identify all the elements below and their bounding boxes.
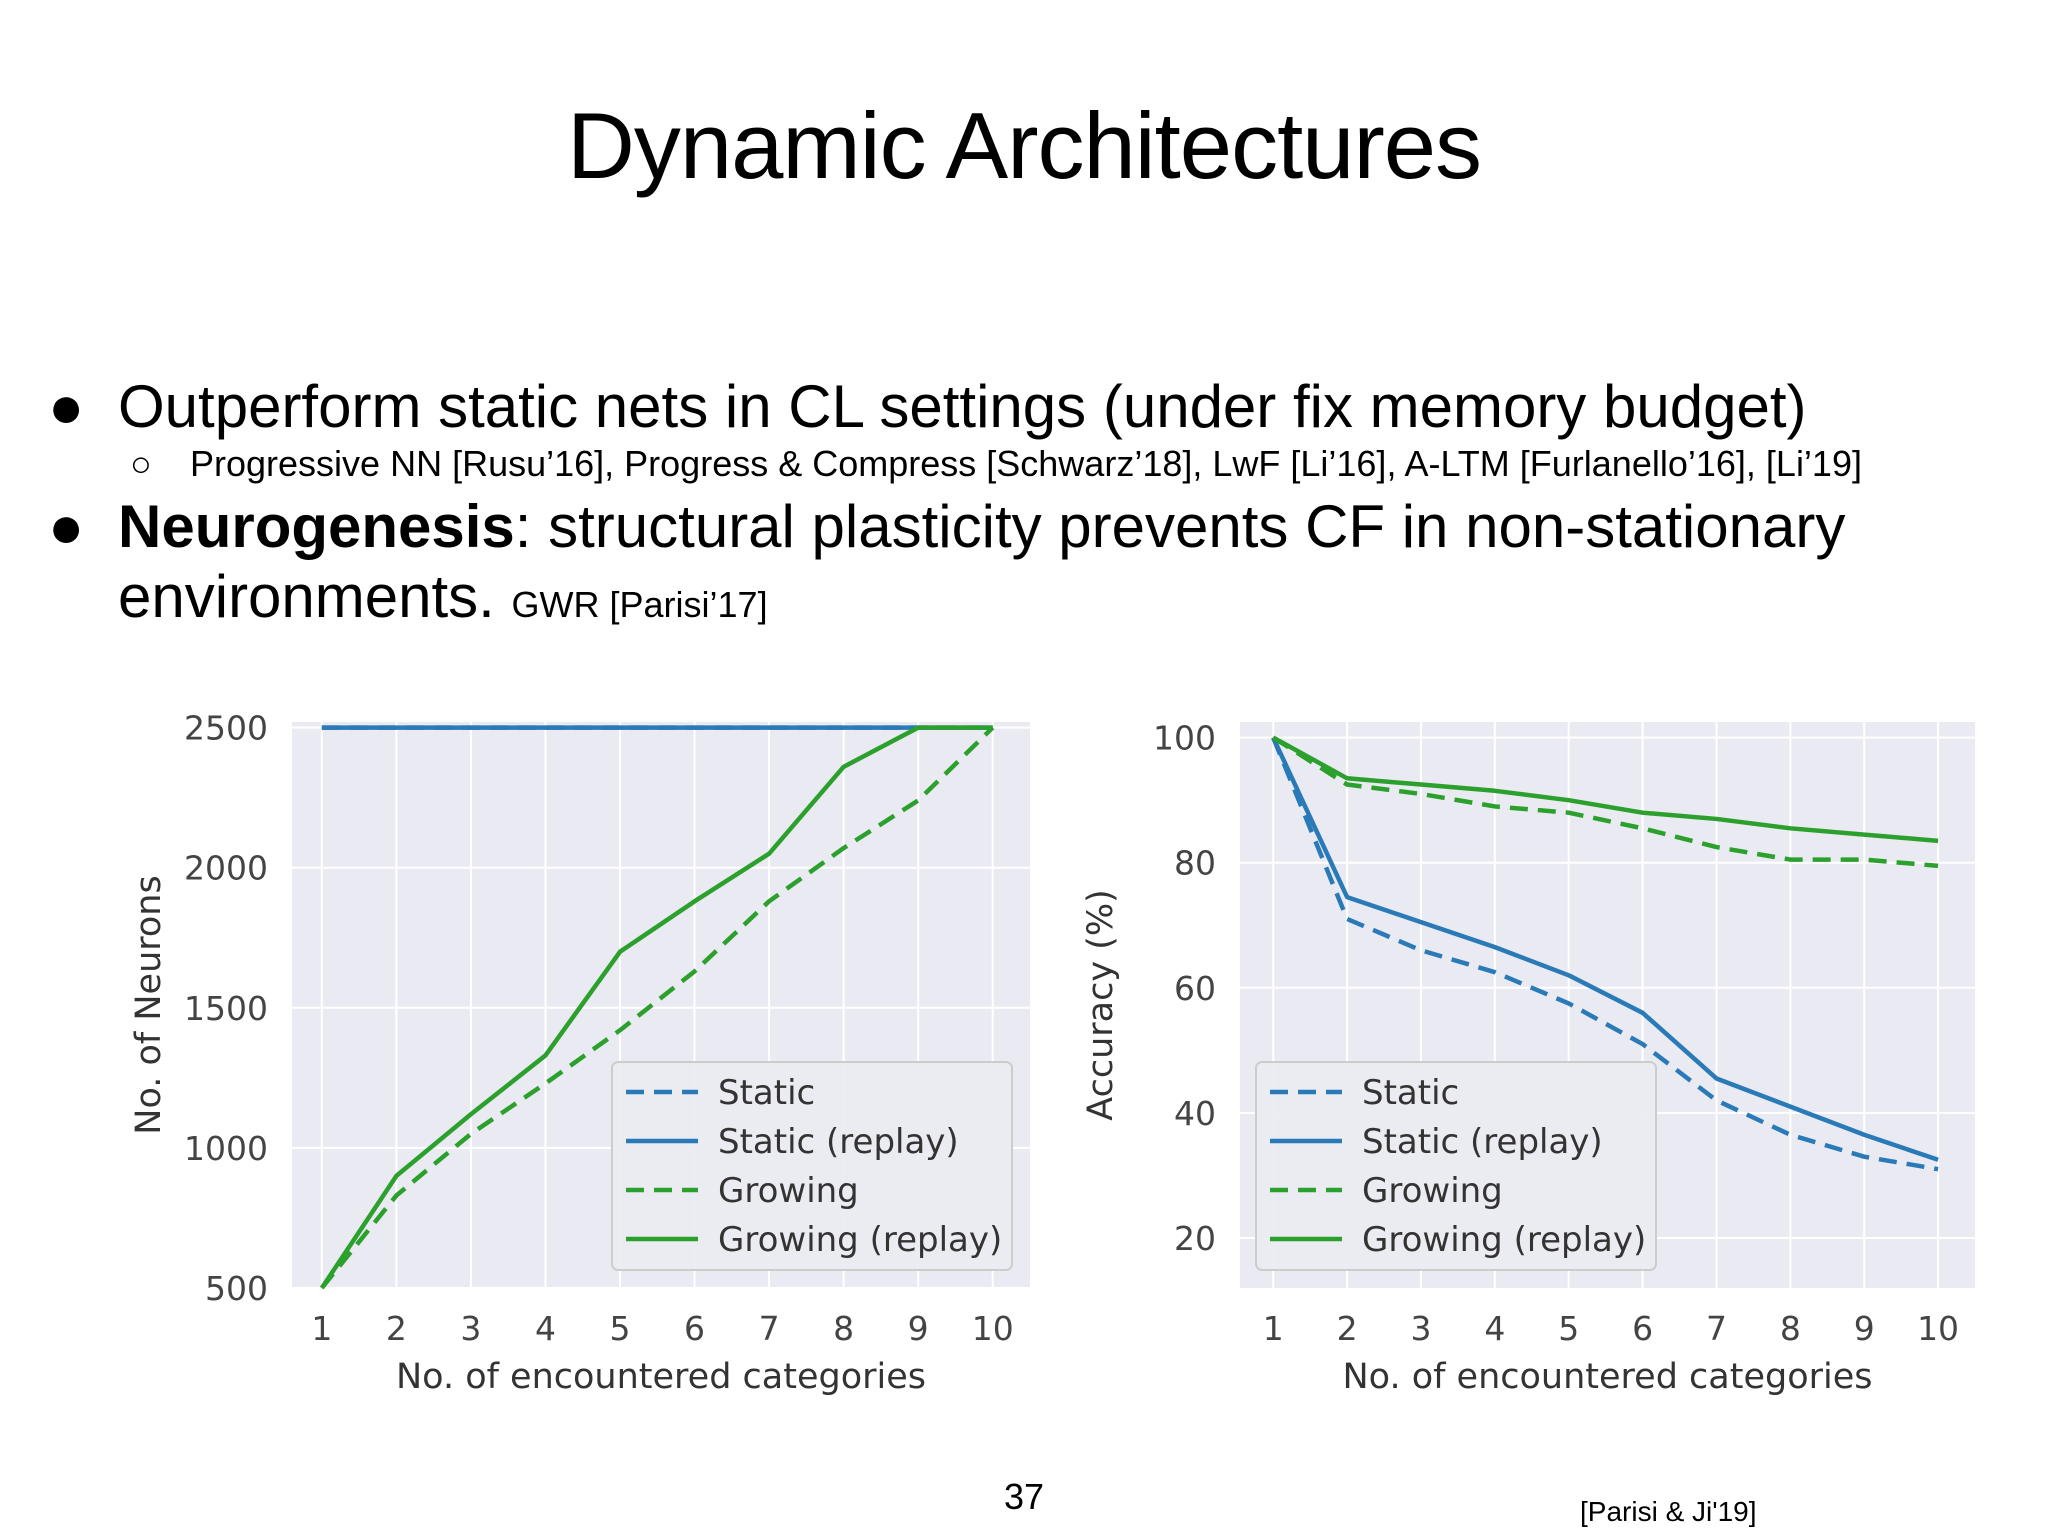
x-axis-label: No. of encountered categories bbox=[1342, 1357, 1872, 1397]
x-tick-label: 7 bbox=[759, 1309, 780, 1348]
sub-bullet: ○ Progressive NN [Rusu’16], Progress & Co… bbox=[130, 443, 1862, 485]
x-tick-label: 3 bbox=[460, 1309, 481, 1348]
x-tick-label: 10 bbox=[1917, 1309, 1959, 1348]
y-tick-label: 1000 bbox=[184, 1129, 268, 1168]
x-tick-label: 10 bbox=[972, 1309, 1014, 1348]
legend-label: Growing bbox=[718, 1171, 859, 1211]
series-line-growing bbox=[320, 725, 995, 1290]
y-tick-label: 100 bbox=[1153, 719, 1216, 758]
bullet-2-citation: GWR [Parisi’17] bbox=[511, 584, 768, 625]
chart-1: 1 2 3 4 5 6 7 8 9 10 500 1000 1500 2000 2500 No. of enc… bbox=[129, 709, 1030, 1397]
x-tick-label: 5 bbox=[1558, 1309, 1579, 1348]
y-axis-label: No. of Neurons bbox=[129, 875, 169, 1134]
x-tick-label: 9 bbox=[908, 1309, 929, 1348]
bullet-marker: ● bbox=[48, 493, 85, 560]
legend-label: Growing bbox=[1362, 1171, 1503, 1211]
figure-citation: [Parisi & Ji'19] bbox=[1580, 1496, 1757, 1527]
y-tick-label: 500 bbox=[205, 1269, 268, 1308]
x-tick-label: 3 bbox=[1410, 1309, 1431, 1348]
legend-label: Static bbox=[718, 1073, 815, 1113]
chart-2: 1 2 3 4 5 6 7 8 9 10 20 40 60 80 100 No. of encountered… bbox=[1081, 719, 1975, 1397]
x-tick-label: 1 bbox=[1263, 1309, 1284, 1348]
legend-frame bbox=[1255, 1061, 1657, 1271]
bullet-marker: ● bbox=[48, 373, 85, 440]
y-tick-label: 1500 bbox=[184, 989, 268, 1028]
bullet-2-text: : structural plasticity prevents CF in n… bbox=[514, 493, 1846, 560]
y-tick-label: 2000 bbox=[184, 849, 268, 888]
series-line-growing bbox=[1272, 735, 1939, 869]
x-tick-label: 5 bbox=[610, 1309, 631, 1348]
slide-title: Dynamic Architectures bbox=[566, 93, 1482, 198]
sub-bullet-marker: ○ bbox=[130, 443, 152, 484]
x-tick-label: 8 bbox=[1780, 1309, 1801, 1348]
legend-label: Growing (replay) bbox=[1362, 1220, 1646, 1260]
x-tick-label: 9 bbox=[1854, 1309, 1875, 1348]
x-tick-label: 4 bbox=[1484, 1309, 1505, 1348]
legend-label: Static bbox=[1362, 1073, 1459, 1113]
y-tick-label: 40 bbox=[1174, 1094, 1216, 1133]
series-line-static bbox=[1271, 736, 1939, 1172]
legend-frame bbox=[611, 1061, 1013, 1271]
legend: Static Static (replay) Growing Growing (rep… bbox=[611, 1061, 1013, 1271]
sub-bullet-text: Progressive NN [Rusu’16], Progress & Com… bbox=[190, 443, 1862, 484]
x-tick-label: 1 bbox=[311, 1309, 332, 1348]
x-tick-label: 6 bbox=[1632, 1309, 1653, 1348]
legend-label: Growing (replay) bbox=[718, 1220, 1002, 1260]
x-tick-label: 4 bbox=[535, 1309, 556, 1348]
x-axis-label: No. of encountered categories bbox=[396, 1357, 926, 1397]
x-tick-label: 8 bbox=[833, 1309, 854, 1348]
bullet-1-text: Outperform static nets in CL settings (u… bbox=[118, 373, 1807, 440]
bullet-2-line2-text: environments. bbox=[118, 563, 495, 630]
y-tick-label: 80 bbox=[1174, 844, 1216, 883]
series-line-growing-replay bbox=[1272, 735, 1939, 844]
x-tick-label: 7 bbox=[1706, 1309, 1727, 1348]
page-number: 37 bbox=[1003, 1476, 1045, 1517]
legend: Static Static (replay) Growing Growing (rep… bbox=[1255, 1061, 1657, 1271]
x-tick-label: 6 bbox=[684, 1309, 705, 1348]
y-tick-label: 60 bbox=[1174, 969, 1216, 1008]
legend-label: Static (replay) bbox=[1362, 1122, 1603, 1162]
x-tick-label: 2 bbox=[1337, 1309, 1358, 1348]
y-tick-label: 20 bbox=[1174, 1219, 1216, 1258]
bullet-2-line2: environments. GWR [Parisi’17] bbox=[118, 562, 768, 640]
legend-label: Static (replay) bbox=[718, 1122, 959, 1162]
x-tick-label: 2 bbox=[386, 1309, 407, 1348]
bullet-2-bold: Neurogenesis bbox=[118, 493, 515, 560]
series-line-growing-replay bbox=[319, 725, 993, 1290]
y-axis-label: Accuracy (%) bbox=[1081, 889, 1121, 1120]
y-tick-label: 2500 bbox=[184, 709, 268, 748]
series-line-static-replay bbox=[1271, 736, 1939, 1162]
